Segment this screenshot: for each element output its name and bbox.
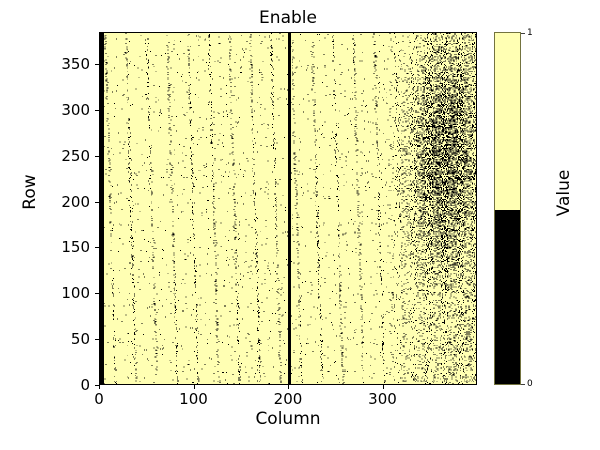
x-axis-label: Column bbox=[255, 409, 321, 429]
colorbar-tick-top bbox=[521, 33, 525, 34]
heatmap-image bbox=[100, 33, 476, 384]
x-tick-label: 100 bbox=[179, 390, 208, 408]
heatmap-axes bbox=[99, 32, 477, 385]
y-tick-label: 50 bbox=[70, 330, 90, 349]
y-axis-label: Row bbox=[20, 174, 40, 210]
x-tick-label: 0 bbox=[94, 390, 104, 408]
y-tick-mark bbox=[95, 385, 99, 386]
x-tick-mark bbox=[382, 385, 384, 389]
y-tick-mark bbox=[95, 201, 99, 203]
y-tick-label: 200 bbox=[61, 192, 90, 211]
y-tick-mark bbox=[95, 64, 99, 66]
colorbar-ticklabel-top: 1 bbox=[527, 28, 533, 38]
x-tick-label: 300 bbox=[368, 390, 397, 408]
y-tick-label: 150 bbox=[61, 238, 90, 257]
y-tick-label: 100 bbox=[61, 284, 90, 303]
y-tick-mark bbox=[95, 293, 99, 295]
x-tick-mark bbox=[193, 385, 195, 389]
colorbar-segment-low bbox=[495, 209, 520, 384]
y-tick-mark bbox=[95, 155, 99, 157]
x-tick-mark bbox=[99, 385, 100, 389]
y-tick-label: 350 bbox=[61, 55, 90, 74]
colorbar-tick-bottom bbox=[521, 384, 525, 385]
colorbar-segment-high bbox=[495, 33, 520, 210]
y-tick-mark bbox=[95, 339, 99, 341]
y-tick-mark bbox=[95, 109, 99, 111]
y-tick-mark bbox=[95, 247, 99, 249]
colorbar bbox=[494, 32, 521, 385]
x-tick-mark bbox=[288, 385, 289, 389]
y-tick-label: 0 bbox=[80, 376, 90, 394]
x-tick-label: 200 bbox=[273, 390, 303, 408]
chart-title: Enable bbox=[259, 8, 317, 28]
colorbar-ticklabel-bottom: 0 bbox=[527, 379, 533, 389]
colorbar-label: Value bbox=[554, 169, 574, 217]
y-tick-label: 300 bbox=[61, 100, 90, 119]
y-tick-label: 250 bbox=[61, 146, 90, 165]
